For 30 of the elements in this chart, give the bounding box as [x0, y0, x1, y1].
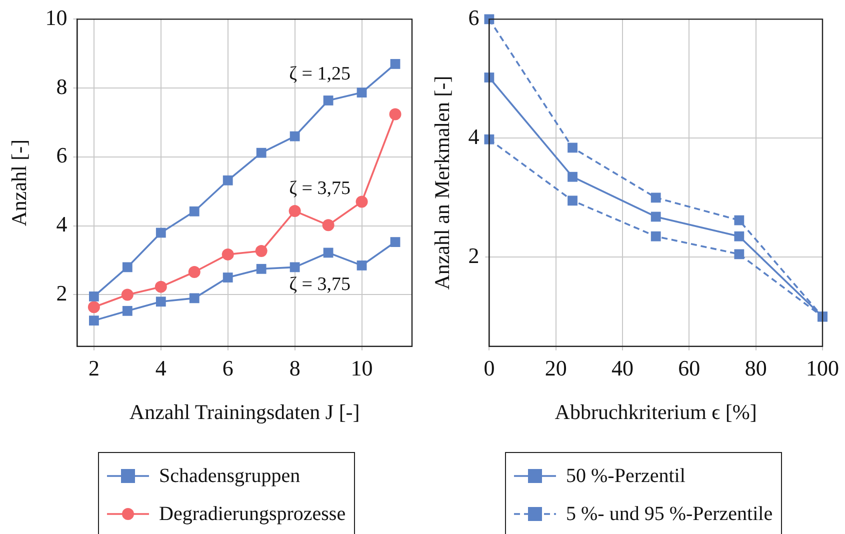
y-tick-label: 2	[468, 242, 480, 268]
y-axis-title: Anzahl [-]	[7, 139, 32, 226]
legend-label: 5 %- und 95 %-Perzentile	[566, 502, 773, 526]
x-tick-label: 60	[678, 355, 700, 380]
y-tick-label: 4	[468, 124, 480, 149]
x-axis-title: Anzahl Trainingsdaten J [-]	[129, 400, 360, 424]
x-tick-label: 20	[544, 355, 567, 380]
legend-label: Degradierungsprozesse	[159, 502, 346, 526]
y-tick-label: 2	[56, 280, 68, 306]
x-tick-label: 6	[222, 355, 234, 380]
annotation: ζ = 3,75	[289, 178, 350, 200]
y-tick-label: 8	[56, 74, 68, 99]
x-tick-label: 8	[289, 355, 300, 380]
y-tick-label: 6	[56, 142, 68, 168]
legend-label: 50 %-Perzentil	[566, 464, 686, 488]
x-tick-label: 4	[155, 355, 166, 380]
x-tick-label: 0	[484, 355, 495, 380]
legend-label: Schadensgruppen	[159, 464, 300, 488]
y-axis-title: Anzahl an Merkmalen [-]	[430, 76, 454, 290]
annotation: ζ = 3,75	[289, 274, 350, 296]
x-tick-label: 10	[350, 355, 373, 380]
x-tick-label: 40	[612, 355, 634, 380]
x-tick-label: 80	[744, 355, 767, 380]
y-tick-label: 6	[468, 4, 480, 30]
y-tick-label: 10	[45, 4, 68, 30]
x-tick-label: 100	[806, 355, 839, 380]
annotation: ζ = 1,25	[289, 63, 350, 84]
y-tick-label: 4	[56, 212, 68, 237]
x-tick-label: 2	[88, 355, 100, 380]
x-axis-title: Abbruchkriterium ϵ [%]	[554, 400, 757, 424]
